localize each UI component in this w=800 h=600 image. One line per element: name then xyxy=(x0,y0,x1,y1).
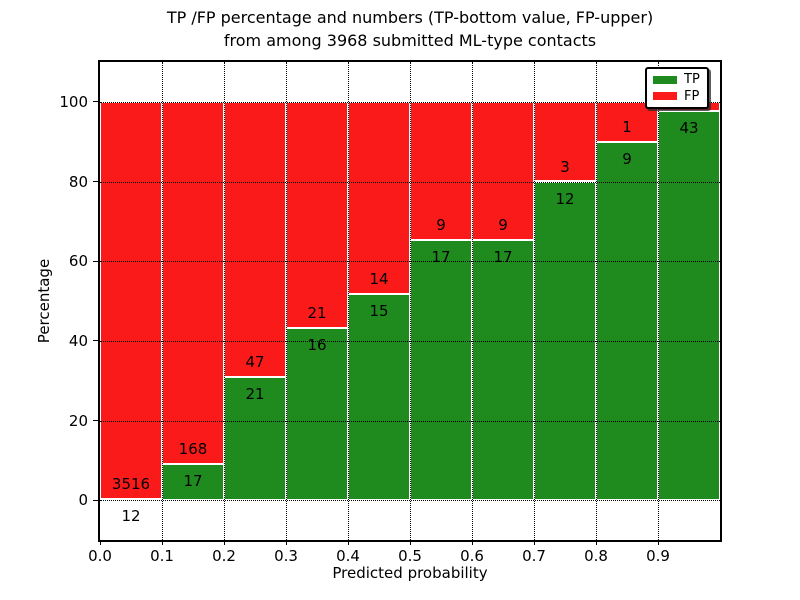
y-tick-mark xyxy=(93,420,98,421)
legend: TP FP xyxy=(645,67,709,109)
chart-title-line1: TP /FP percentage and numbers (TP-bottom… xyxy=(166,8,654,27)
x-tick-mark xyxy=(533,540,535,545)
y-tick-label: 60 xyxy=(68,252,88,271)
x-tick-mark xyxy=(657,540,659,545)
y-tick-label: 100 xyxy=(59,92,88,111)
bar-fp-count-label: 3516 xyxy=(111,474,151,493)
x-tick-mark xyxy=(595,540,597,545)
bar-fp-count-label: 3 xyxy=(560,157,570,176)
bar-tp-count-label: 17 xyxy=(493,247,513,266)
y-tick-label: 80 xyxy=(68,172,88,191)
x-gridline xyxy=(286,62,287,540)
bar-segment-tp xyxy=(410,239,472,501)
bar-segment-tp xyxy=(658,110,720,501)
y-tick-label: 20 xyxy=(68,411,88,430)
bar-segment-fp xyxy=(286,101,348,328)
bar-segment-fp xyxy=(162,101,224,464)
bar-tp-count-label: 12 xyxy=(555,189,575,208)
x-tick-label: 0.5 xyxy=(398,547,422,565)
bar-segment-tp xyxy=(348,294,410,501)
y-tick-mark xyxy=(93,340,98,342)
x-tick-label: 0.6 xyxy=(460,547,484,565)
bar-fp-count-label: 47 xyxy=(245,353,265,372)
bar-tp-count-label: 43 xyxy=(679,118,699,137)
x-gridline xyxy=(472,62,473,540)
x-tick-mark xyxy=(161,540,163,545)
bar-tp-count-label: 17 xyxy=(431,247,451,266)
bar-tp-count-label: 9 xyxy=(622,149,632,168)
y-tick-label: 0 xyxy=(78,491,88,510)
legend-label-tp: TP xyxy=(684,72,700,88)
bar-fp-count-label: 14 xyxy=(369,270,389,289)
legend-label-fp: FP xyxy=(684,88,700,104)
bar-segment-fp xyxy=(100,101,162,499)
bar-tp-count-label: 16 xyxy=(307,335,327,354)
x-tick-mark xyxy=(471,540,473,545)
x-tick-mark xyxy=(409,540,411,545)
bar-fp-count-label: 168 xyxy=(178,439,208,458)
bar-fp-count-label: 9 xyxy=(436,215,446,234)
chart-title: TP /FP percentage and numbers (TP-bottom… xyxy=(98,6,722,52)
bar-segment-tp xyxy=(162,463,224,501)
x-tick-mark xyxy=(347,540,349,545)
bar-segment-tp xyxy=(472,239,534,501)
bar-segment-fp xyxy=(410,101,472,240)
chart-title-line2: from among 3968 submitted ML-type contac… xyxy=(223,31,597,50)
x-tick-mark xyxy=(99,540,101,545)
tp-color-swatch xyxy=(653,75,677,84)
bar-segment-tp xyxy=(596,141,658,501)
y-tick-mark xyxy=(93,181,98,182)
bar-segment-fp xyxy=(534,101,596,182)
y-tick-mark xyxy=(93,499,98,501)
bar-segment-fp xyxy=(348,101,410,295)
x-tick-label: 0.8 xyxy=(584,547,608,565)
bar-fp-count-label: 21 xyxy=(307,303,327,322)
x-tick-label: 0.7 xyxy=(522,547,546,565)
bar-segment-fp xyxy=(224,101,286,378)
bar-segment-tp xyxy=(286,327,348,501)
x-gridline xyxy=(224,62,225,540)
x-tick-label: 0.1 xyxy=(150,547,174,565)
x-tick-label: 0.0 xyxy=(88,547,112,565)
x-tick-label: 0.9 xyxy=(646,547,670,565)
legend-item-tp: TP xyxy=(653,72,701,87)
x-tick-mark xyxy=(285,540,287,545)
x-gridline xyxy=(162,62,163,540)
plot-area: 3516121681747212116141591791731219143 xyxy=(98,60,722,542)
x-axis-label: Predicted probability xyxy=(332,564,488,582)
bar-tp-count-label: 21 xyxy=(245,385,265,404)
x-tick-label: 0.4 xyxy=(336,547,360,565)
fp-color-swatch xyxy=(653,92,677,101)
legend-item-fp: FP xyxy=(653,89,701,104)
x-tick-label: 0.3 xyxy=(274,547,298,565)
y-tick-label: 40 xyxy=(68,331,88,350)
x-gridline xyxy=(658,62,659,540)
x-gridline xyxy=(410,62,411,540)
bar-tp-count-label: 17 xyxy=(183,471,203,490)
x-tick-label: 0.2 xyxy=(212,547,236,565)
bar-fp-count-label: 1 xyxy=(622,117,632,136)
bar-tp-count-label: 12 xyxy=(121,506,141,525)
y-tick-mark xyxy=(93,260,98,262)
bar-fp-count-label: 9 xyxy=(498,215,508,234)
y-tick-mark xyxy=(93,101,98,103)
x-gridline xyxy=(348,62,349,540)
bar-tp-count-label: 15 xyxy=(369,302,389,321)
y-axis-label: Percentage xyxy=(35,258,53,344)
x-gridline xyxy=(596,62,597,540)
x-gridline xyxy=(534,62,535,540)
x-tick-mark xyxy=(223,540,225,545)
